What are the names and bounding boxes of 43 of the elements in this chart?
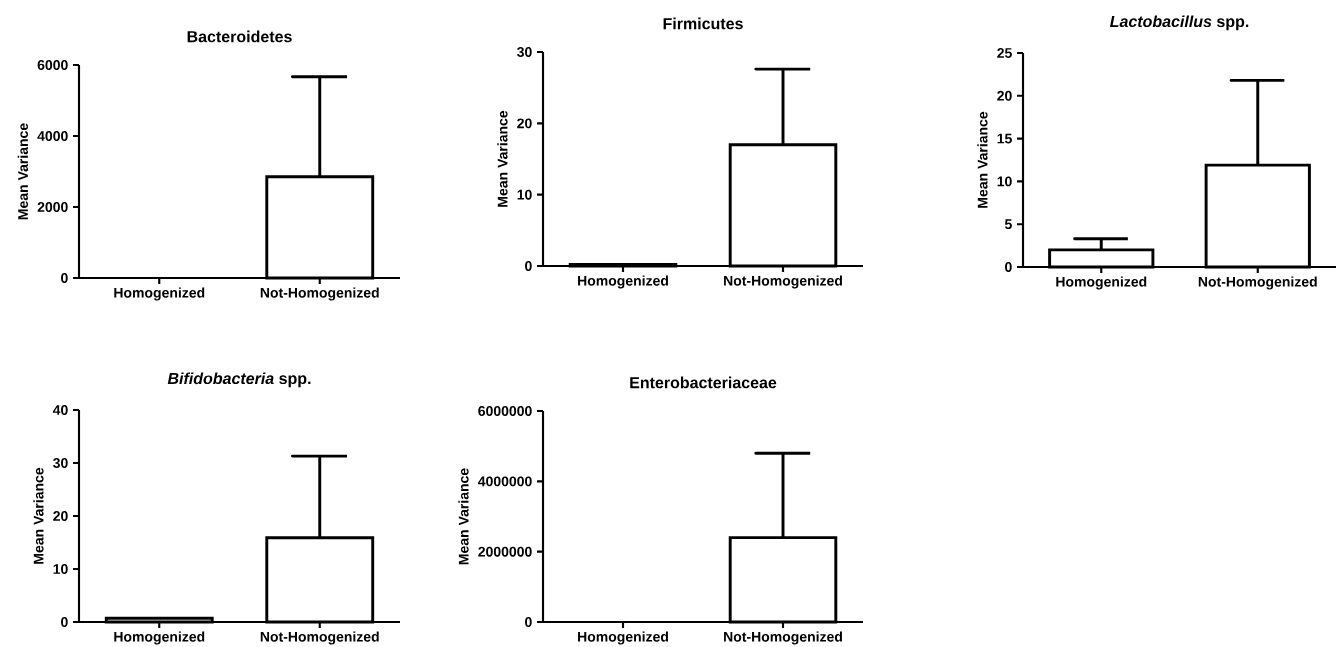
x-tick-label: Not-Homogenized [260,287,379,301]
chart-title: Enterobacteriaceae [630,376,777,389]
y-tick-label: 20 [997,90,1012,101]
y-tick-label: 6000000 [478,406,532,416]
y-tick-label: 30 [517,47,532,57]
y-tick-label: 0 [1005,262,1012,272]
y-tick-label: 0 [525,261,532,271]
y-tick-label: 30 [53,458,68,468]
x-tick-label: Homogenized [578,275,668,289]
chart-title: Lactobacillus spp. [1109,15,1249,31]
y-tick-label: 6000 [37,60,68,70]
y-tick-label: 2000 [37,202,68,212]
chart-title: Bacteroidetes [187,30,292,43]
y-tick-label: 15 [997,133,1012,144]
x-tick-label: Homogenized [114,287,205,301]
y-tick-label: 10 [517,189,532,200]
y-tick-label: 40 [52,405,68,415]
y-tick-label: 0 [61,617,68,627]
y-tick-label: 0 [61,273,68,283]
x-tick-label: Not-Homogenized [260,631,379,645]
y-tick-label: 4000 [37,131,68,141]
y-tick-label: 5 [1004,219,1012,230]
y-tick-label: 0 [525,617,532,627]
y-axis-title: Mean Variance [977,111,988,208]
x-tick-label: Homogenized [578,631,668,645]
x-tick-label: Not-Homogenized [1198,276,1317,290]
y-axis-title: Mean Variance [33,467,44,564]
x-tick-label: Not-Homogenized [724,275,842,289]
x-tick-label: Homogenized [114,631,205,645]
x-tick-label: Homogenized [1056,276,1147,290]
chart-title: Bifidobacteria spp. [167,372,311,388]
y-tick-label: 2000000 [478,546,532,557]
y-tick-label: 4000000 [478,476,532,487]
y-tick-label: 10 [997,176,1012,187]
x-tick-label: Not-Homogenized [724,631,842,645]
y-axis-title: Mean Variance [17,123,28,220]
y-axis-title: Mean Variance [458,468,469,565]
y-tick-label: 20 [517,118,532,129]
chart-title: Firmicutes [663,17,743,30]
y-axis-title: Mean Variance [497,110,508,207]
y-tick-label: 25 [997,48,1012,58]
y-tick-label: 10 [53,564,68,574]
y-tick-label: 20 [53,511,68,521]
